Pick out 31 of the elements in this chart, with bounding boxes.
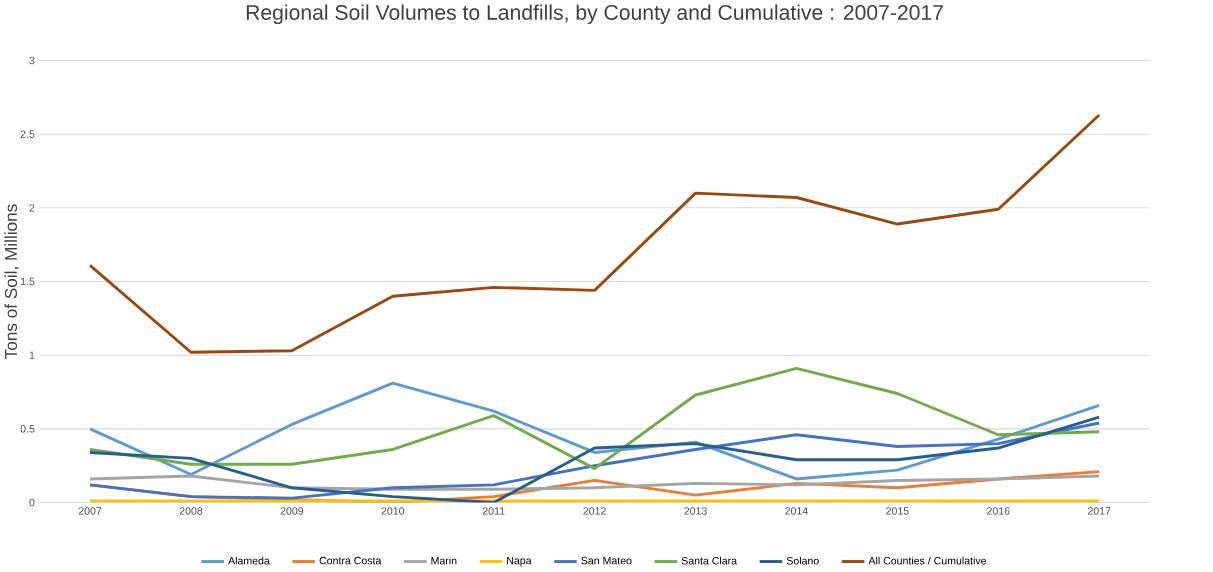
legend-label: Santa Clara [681, 556, 738, 565]
x-tick-label: 2016 [987, 507, 1010, 515]
x-tick-label: 2007 [78, 507, 102, 515]
legend-label: Marin [431, 556, 457, 565]
line-series [88, 367, 1101, 471]
y-tick-label: 1 [29, 351, 35, 359]
x-tick-label: 2010 [381, 507, 405, 515]
x-tick-label: 2015 [886, 507, 909, 515]
y-axis-title: Tons of Soil, Millions [4, 204, 20, 360]
y-tick-label: 2.5 [20, 130, 35, 139]
legend-label: Contra Costa [319, 557, 382, 565]
x-tick-label: 2013 [684, 507, 707, 515]
x-tick-label: 2017 [1087, 507, 1111, 515]
x-tick-label: 2012 [583, 507, 606, 515]
line-series [88, 474, 1101, 491]
y-tick-label: 1.5 [21, 278, 35, 286]
x-tick-label: 2008 [179, 507, 203, 515]
x-tick-label: 2014 [785, 507, 808, 515]
legend-label: San Mateo [581, 557, 632, 565]
x-tick-label: 2011 [482, 507, 505, 515]
line-series [88, 113, 1101, 354]
legend-label: Alameda [228, 556, 270, 565]
y-tick-label: 2 [29, 204, 35, 212]
legend-label: Solano [786, 556, 819, 565]
y-tick-label: 0.5 [20, 425, 35, 433]
y-tick-label: 3 [29, 56, 35, 65]
legend-label: All Counties / Cumulative [868, 556, 987, 565]
y-tick-label: 0 [29, 498, 35, 507]
chart-title: Regional Soil Volumes to Landfills, by County and Cumulative : 2007-2017 [246, 4, 943, 25]
x-tick-label: 2009 [280, 507, 304, 515]
legend-label: Napa [507, 557, 532, 567]
